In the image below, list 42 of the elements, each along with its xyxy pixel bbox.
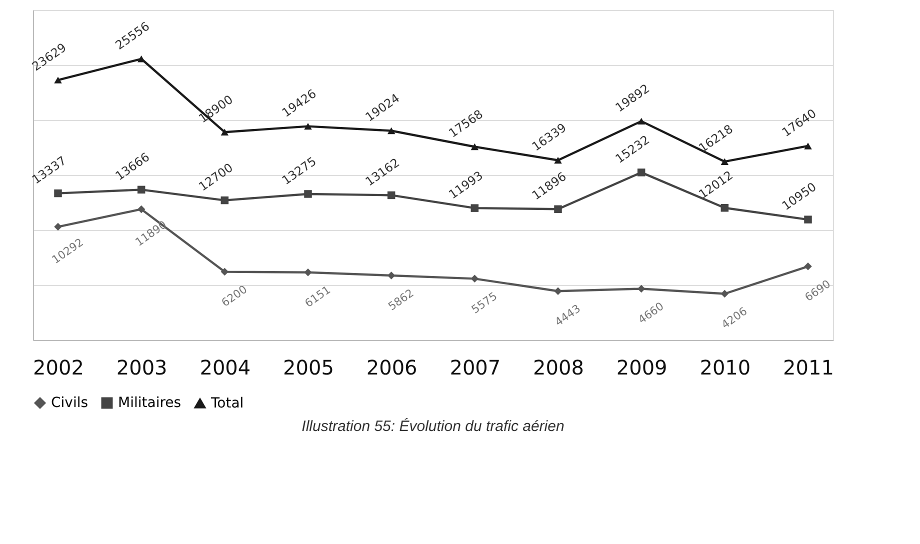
x-tick-label: 2004 [200, 356, 251, 380]
point [137, 205, 146, 214]
legend-label: Militaires [118, 395, 182, 411]
point [804, 142, 812, 150]
point [554, 287, 562, 295]
x-tick-label: 2007 [450, 356, 501, 380]
point [804, 216, 812, 224]
legend-label: Civils [51, 395, 88, 411]
x-tick-label: 2003 [116, 356, 168, 380]
point [554, 156, 562, 164]
point [554, 205, 562, 214]
point [804, 262, 812, 270]
x-tick-label: 2010 [700, 356, 751, 380]
point [220, 196, 229, 204]
text: Illustration 55: Évolution du trafic aérien [302, 417, 564, 435]
x-tick-label: 2011 [783, 356, 834, 380]
point [470, 143, 479, 150]
point [637, 118, 646, 125]
x-tick-label: 2002 [33, 356, 84, 380]
x-tick-label: 2005 [283, 356, 334, 380]
point [720, 290, 729, 298]
point [304, 122, 312, 130]
point [220, 268, 229, 276]
point [304, 268, 312, 276]
x-tick-label: 2006 [366, 356, 418, 380]
point [387, 191, 396, 200]
point [304, 190, 312, 198]
point [220, 128, 229, 136]
point [54, 76, 62, 84]
point [54, 222, 62, 231]
point [470, 274, 479, 283]
point [137, 186, 146, 194]
point [54, 189, 62, 198]
legend-label: Total [210, 395, 244, 412]
point [387, 127, 396, 134]
point [720, 204, 729, 212]
point [720, 158, 729, 165]
point [637, 168, 646, 176]
point [637, 284, 646, 293]
x-tick-label: 2009 [616, 356, 668, 380]
x-tick-label: 2008 [533, 356, 584, 380]
point [470, 204, 479, 212]
